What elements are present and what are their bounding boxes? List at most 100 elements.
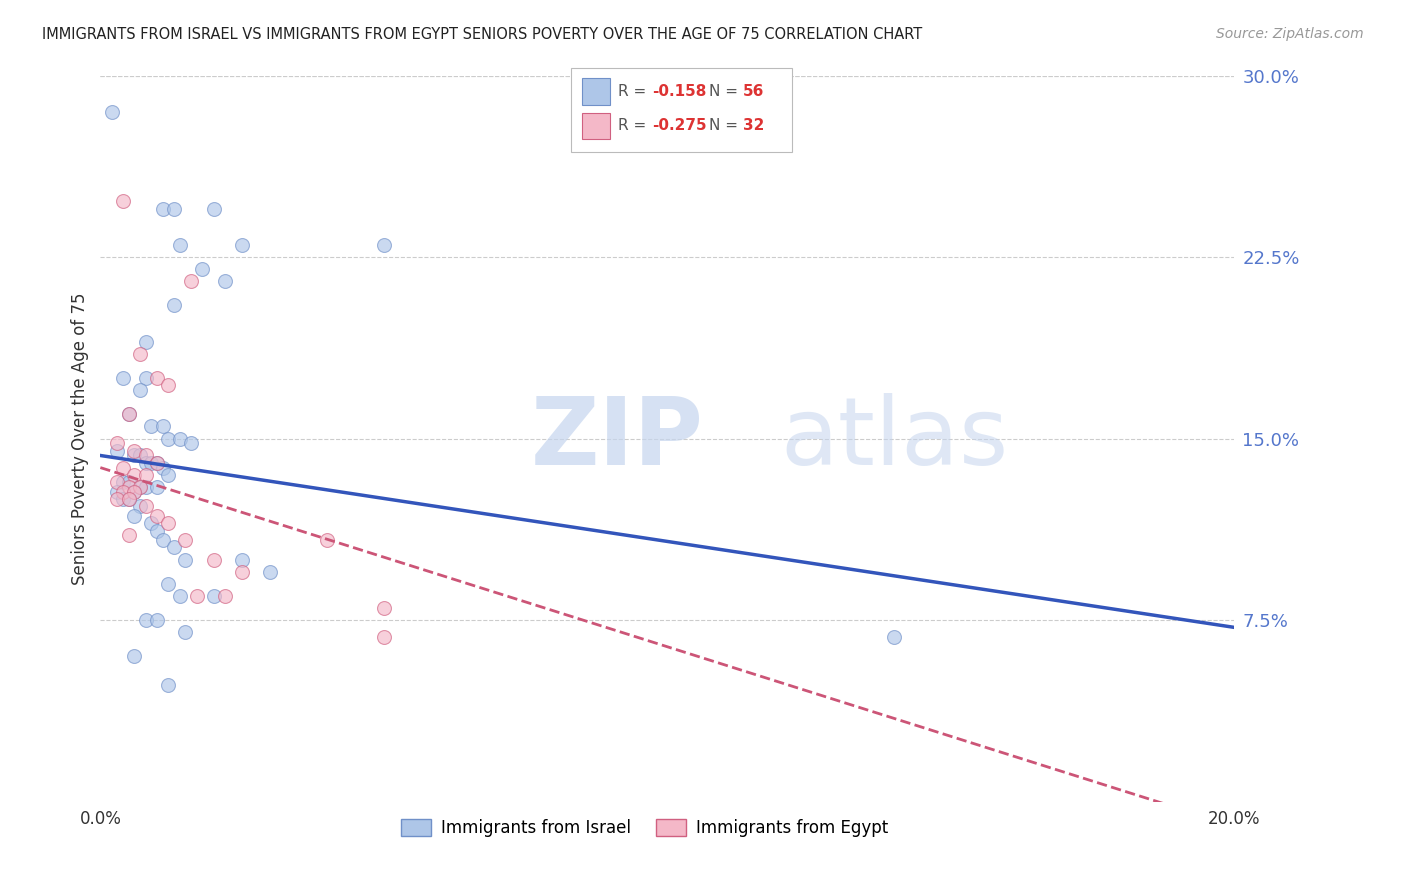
FancyBboxPatch shape [571, 69, 792, 152]
Point [105, 484, 128, 499]
Text: atlas: atlas [780, 392, 1008, 484]
Point [135, 456, 157, 470]
Point [124, 484, 146, 499]
Text: R =: R = [619, 84, 651, 99]
Point [259, 565, 281, 579]
FancyBboxPatch shape [582, 78, 610, 104]
Text: 56: 56 [744, 84, 765, 99]
Point [124, 449, 146, 463]
Point [129, 383, 152, 397]
Point [174, 625, 197, 640]
Point [883, 630, 905, 644]
Point [163, 298, 186, 312]
Point [135, 467, 157, 482]
Point [146, 480, 169, 494]
Point [118, 480, 141, 494]
Point [180, 436, 202, 450]
Point [163, 541, 186, 555]
Text: -0.158: -0.158 [652, 84, 707, 99]
Point [129, 480, 152, 494]
Point [118, 491, 141, 506]
Point [231, 552, 253, 566]
Point [135, 449, 157, 463]
Point [118, 408, 141, 422]
Point [118, 475, 141, 489]
Point [111, 460, 134, 475]
Point [152, 460, 174, 475]
Point [231, 238, 253, 252]
Text: Source: ZipAtlas.com: Source: ZipAtlas.com [1216, 27, 1364, 41]
Point [231, 565, 253, 579]
Point [135, 480, 157, 494]
Text: 32: 32 [744, 118, 765, 133]
Point [135, 334, 157, 349]
Point [146, 524, 169, 538]
Point [118, 408, 141, 422]
Text: N =: N = [709, 118, 742, 133]
Point [373, 238, 395, 252]
Point [118, 528, 141, 542]
Point [141, 419, 163, 434]
Point [180, 274, 202, 288]
Point [129, 500, 152, 514]
Point [124, 508, 146, 523]
Point [135, 613, 157, 627]
Point [202, 202, 225, 216]
Point [124, 649, 146, 664]
Legend: Immigrants from Israel, Immigrants from Egypt: Immigrants from Israel, Immigrants from … [394, 813, 894, 844]
Text: N =: N = [709, 84, 742, 99]
Point [105, 443, 128, 458]
Point [152, 533, 174, 548]
Point [146, 508, 169, 523]
Point [129, 347, 152, 361]
Point [146, 456, 169, 470]
Point [214, 589, 236, 603]
Point [111, 491, 134, 506]
Point [169, 589, 191, 603]
Point [157, 467, 180, 482]
Point [157, 432, 180, 446]
Point [174, 552, 197, 566]
Point [169, 238, 191, 252]
Text: R =: R = [619, 118, 651, 133]
Point [111, 475, 134, 489]
Point [202, 552, 225, 566]
Point [124, 484, 146, 499]
Point [316, 533, 339, 548]
Point [163, 202, 186, 216]
Point [141, 516, 163, 531]
Point [152, 419, 174, 434]
Point [157, 576, 180, 591]
Point [124, 443, 146, 458]
Point [118, 491, 141, 506]
Point [129, 449, 152, 463]
Point [373, 601, 395, 615]
Point [214, 274, 236, 288]
Point [105, 436, 128, 450]
Point [141, 456, 163, 470]
Point [373, 630, 395, 644]
Point [135, 371, 157, 385]
Point [124, 467, 146, 482]
Point [191, 262, 214, 277]
Text: -0.275: -0.275 [652, 118, 707, 133]
Point [146, 456, 169, 470]
FancyBboxPatch shape [582, 112, 610, 138]
Point [105, 475, 128, 489]
Point [100, 104, 122, 119]
Point [146, 613, 169, 627]
Point [169, 432, 191, 446]
Text: IMMIGRANTS FROM ISRAEL VS IMMIGRANTS FROM EGYPT SENIORS POVERTY OVER THE AGE OF : IMMIGRANTS FROM ISRAEL VS IMMIGRANTS FRO… [42, 27, 922, 42]
Point [157, 678, 180, 692]
Point [111, 484, 134, 499]
Text: ZIP: ZIP [531, 392, 704, 484]
Point [129, 480, 152, 494]
Point [186, 589, 208, 603]
Point [202, 589, 225, 603]
Point [152, 202, 174, 216]
Point [111, 194, 134, 209]
Y-axis label: Seniors Poverty Over the Age of 75: Seniors Poverty Over the Age of 75 [72, 293, 89, 585]
Point [157, 516, 180, 531]
Point [111, 371, 134, 385]
Point [105, 491, 128, 506]
